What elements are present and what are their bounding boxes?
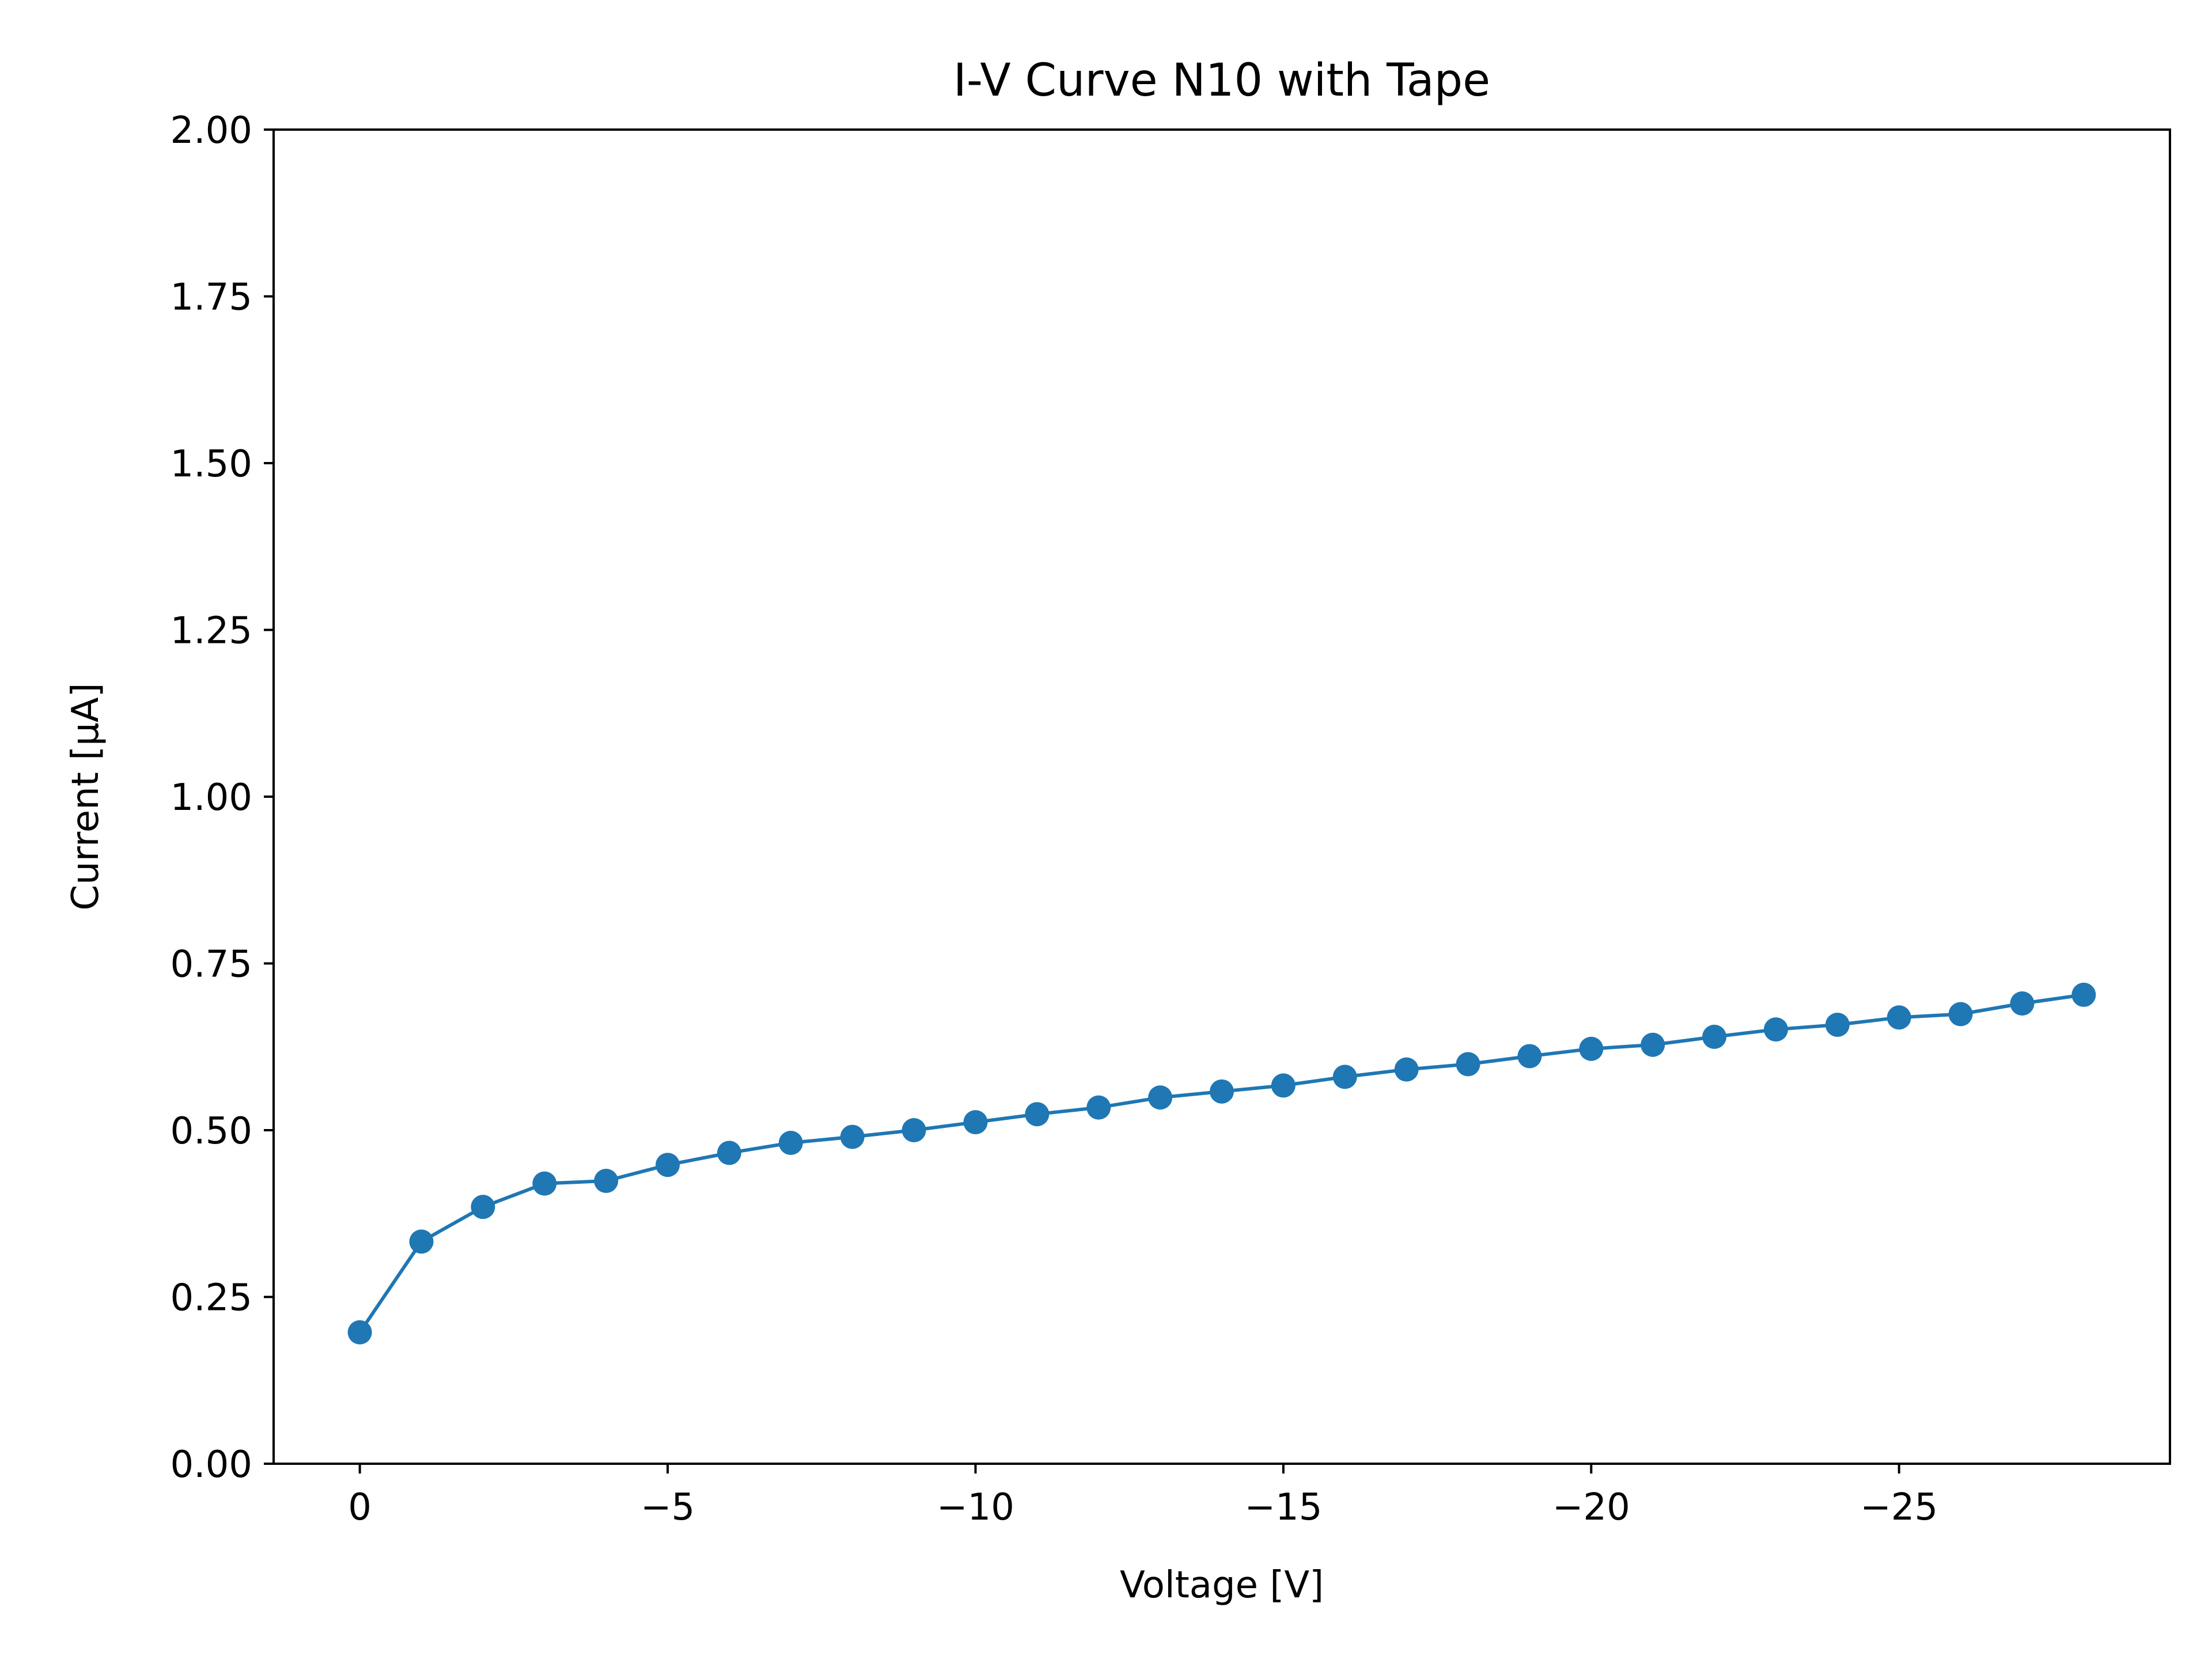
x-axis-label: Voltage [V] <box>1120 1564 1324 1607</box>
data-point <box>1086 1095 1111 1120</box>
data-point <box>656 1153 680 1177</box>
data-point <box>1394 1057 1419 1082</box>
data-point <box>471 1195 495 1219</box>
data-point <box>1271 1073 1296 1098</box>
data-point <box>1702 1024 1727 1049</box>
y-axis-ticks: 0.00 0.25 0.50 0.75 1.00 1.25 1.50 1.75 2.00 <box>171 109 274 1486</box>
data-point <box>594 1169 619 1194</box>
data-point <box>347 1320 372 1344</box>
data-point <box>1332 1065 1357 1089</box>
y-axis-label: Current [μA] <box>65 683 107 910</box>
data-point <box>2071 982 2096 1007</box>
data-point <box>778 1131 803 1156</box>
data-point <box>1148 1085 1173 1110</box>
data-point <box>902 1118 926 1142</box>
data-point <box>1948 1002 1973 1027</box>
x-tick-label: −10 <box>937 1486 1014 1529</box>
y-tick-label: 0.50 <box>171 1110 253 1153</box>
x-tick-label: −20 <box>1552 1486 1630 1529</box>
y-tick-label: 0.00 <box>171 1444 253 1486</box>
data-point <box>963 1110 988 1135</box>
data-point <box>2010 991 2035 1016</box>
x-axis-ticks: 0 −5 −10 −15 −20 −25 <box>348 1464 1938 1529</box>
data-point <box>1210 1079 1234 1104</box>
axes-frame <box>272 128 2171 1465</box>
chart-title: I-V Curve N10 with Tape <box>953 55 1490 107</box>
y-tick-label: 1.00 <box>171 777 253 819</box>
data-point <box>1641 1032 1665 1057</box>
y-tick-label: 0.25 <box>171 1277 253 1320</box>
data-point <box>1825 1013 1850 1037</box>
data-point <box>532 1171 557 1196</box>
y-tick-label: 1.25 <box>171 610 253 653</box>
data-point <box>1763 1017 1788 1042</box>
data-point <box>409 1229 434 1254</box>
data-point <box>1456 1052 1480 1077</box>
data-point <box>1025 1102 1050 1127</box>
data-point <box>840 1124 865 1149</box>
y-tick-label: 0.75 <box>171 944 253 986</box>
data-point <box>1887 1005 1911 1030</box>
y-tick-label: 2.00 <box>171 109 253 152</box>
x-tick-label: −5 <box>641 1486 695 1529</box>
data-point <box>1579 1036 1604 1061</box>
x-tick-label: −25 <box>1860 1486 1938 1529</box>
data-point <box>717 1141 741 1165</box>
data-point <box>1517 1044 1542 1069</box>
y-tick-label: 1.50 <box>171 443 253 486</box>
y-tick-label: 1.75 <box>171 276 253 319</box>
x-tick-label: 0 <box>348 1486 372 1529</box>
plot-area <box>347 982 2096 1344</box>
x-tick-label: −15 <box>1244 1486 1322 1529</box>
